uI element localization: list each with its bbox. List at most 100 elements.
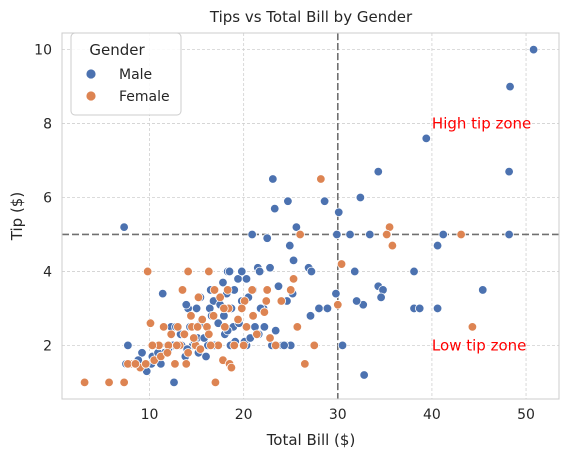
data-point: [166, 329, 176, 340]
data-point: [333, 300, 343, 310]
data-point: [306, 266, 317, 277]
data-point: [201, 351, 211, 362]
data-point: [276, 296, 287, 306]
data-point: [292, 322, 303, 332]
data-point: [219, 303, 229, 314]
data-point: [438, 229, 448, 240]
data-point: [142, 266, 153, 277]
data-point: [365, 229, 375, 240]
data-point: [432, 303, 443, 314]
data-point: [208, 311, 219, 321]
x-tick-label: 30: [329, 407, 347, 423]
data-point: [505, 81, 515, 92]
data-point: [183, 266, 193, 277]
data-point: [130, 359, 141, 369]
data-point: [241, 274, 252, 284]
data-point: [119, 222, 129, 232]
data-point: [177, 285, 188, 295]
x-tick-label: 50: [517, 407, 535, 423]
data-point: [241, 322, 252, 332]
annotation-label: Low tip zone: [432, 336, 526, 354]
data-point: [172, 340, 182, 351]
data-point: [162, 348, 173, 358]
data-point: [181, 300, 191, 310]
data-point: [158, 322, 169, 332]
data-point: [265, 263, 275, 273]
data-point: [147, 340, 158, 351]
data-point: [248, 311, 258, 321]
x-axis-label: Total Bill ($): [266, 431, 356, 449]
data-point: [218, 277, 228, 288]
data-point: [173, 322, 183, 332]
data-points: [79, 44, 539, 388]
data-point: [270, 203, 280, 214]
y-tick-label: 10: [34, 43, 52, 59]
y-tick-label: 8: [43, 117, 52, 133]
x-tick-label: 20: [235, 407, 253, 423]
data-point: [233, 314, 243, 325]
x-tick-labels: 10 20 30 40 50: [141, 407, 535, 423]
data-point: [387, 240, 398, 251]
data-point: [309, 340, 319, 351]
data-point: [104, 377, 114, 388]
data-point: [478, 285, 488, 295]
data-point: [206, 340, 216, 351]
data-point: [359, 370, 369, 380]
legend-title: Gender: [89, 41, 145, 59]
data-point: [334, 207, 344, 218]
data-point: [179, 329, 190, 340]
data-point: [504, 166, 514, 177]
data-point: [186, 311, 196, 321]
data-point: [252, 329, 262, 340]
data-point: [265, 333, 275, 343]
data-point: [279, 340, 289, 351]
data-point: [432, 240, 443, 251]
data-point: [169, 377, 179, 388]
data-point: [204, 266, 214, 277]
data-point: [283, 196, 293, 206]
x-tick-label: 40: [423, 407, 441, 423]
y-axis-label: Tip ($): [8, 192, 26, 241]
legend: Gender Male Female: [70, 32, 182, 116]
annotations: High tip zone Low tip zone: [432, 115, 531, 355]
data-point: [262, 233, 272, 243]
data-point: [456, 229, 466, 240]
data-point: [137, 348, 147, 358]
legend-marker-male: [85, 68, 97, 80]
data-point: [268, 174, 278, 184]
data-point: [336, 259, 347, 269]
data-point: [409, 266, 419, 277]
data-point: [195, 344, 206, 354]
y-tick-label: 6: [43, 191, 52, 207]
data-point: [215, 292, 225, 303]
data-point: [119, 377, 129, 388]
data-point: [295, 229, 305, 240]
y-tick-labels: 2 4 6 8 10: [34, 43, 52, 355]
chart-title: Tips vs Total Bill by Gender: [209, 8, 413, 26]
data-point: [238, 340, 249, 351]
data-point: [247, 229, 257, 240]
data-point: [355, 192, 366, 203]
data-point: [229, 340, 239, 351]
annotation-label: High tip zone: [432, 115, 531, 133]
data-point: [237, 303, 247, 314]
data-point: [224, 266, 235, 277]
data-point: [331, 288, 341, 299]
data-point: [286, 285, 296, 295]
data-point: [316, 174, 326, 184]
data-point: [79, 377, 90, 388]
data-point: [261, 296, 271, 306]
data-point: [262, 285, 272, 295]
y-tick-label: 4: [43, 264, 52, 280]
data-point: [192, 322, 203, 332]
plot-area-border: [61, 32, 560, 400]
legend-marker-female: [85, 90, 97, 102]
data-point: [158, 288, 168, 299]
data-point: [273, 281, 284, 291]
data-point: [189, 333, 199, 343]
data-point: [345, 229, 355, 240]
data-point: [254, 266, 265, 277]
data-point: [181, 359, 191, 369]
data-point: [210, 377, 221, 388]
